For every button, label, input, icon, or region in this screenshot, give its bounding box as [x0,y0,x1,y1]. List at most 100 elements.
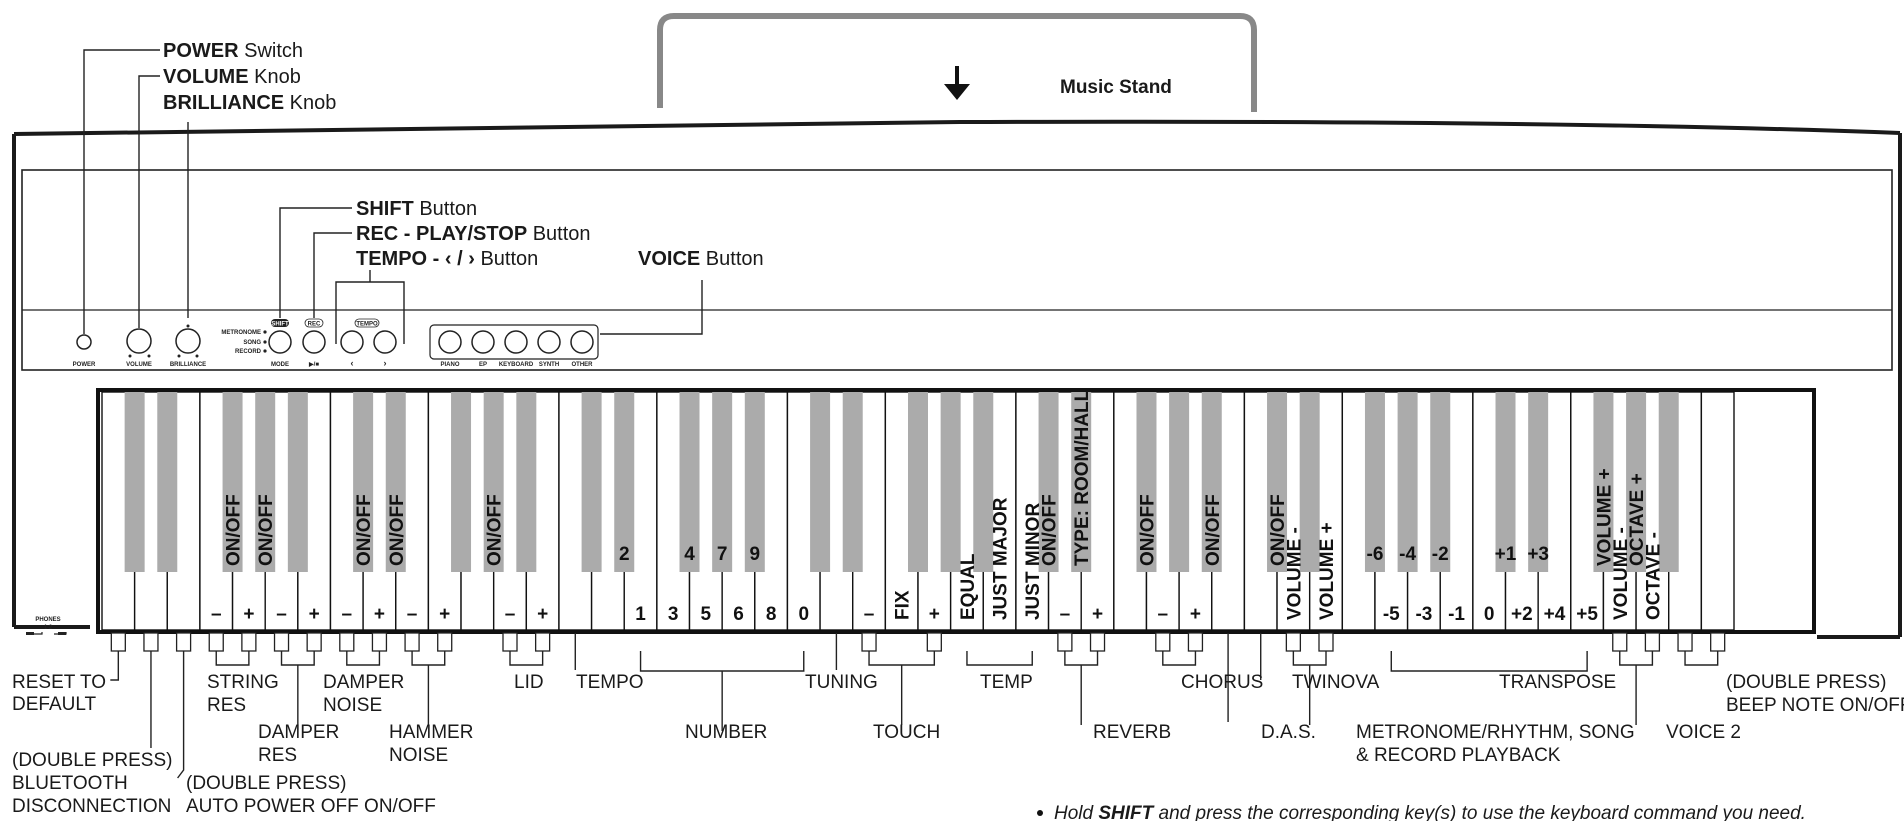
power-switch-icon[interactable] [76,334,92,350]
volume-knob-icon[interactable] [126,328,152,354]
white-key-label: 3 [668,604,679,625]
black-key[interactable] [157,392,178,572]
black-key[interactable] [1201,392,1222,572]
mode-label: MODE [271,362,289,368]
black-key[interactable] [940,392,961,572]
black-key[interactable] [679,392,700,572]
reverb-label: REVERB [1093,722,1171,743]
shift-badge: SHIFT [271,322,289,328]
black-key[interactable] [581,392,602,572]
voice-button-label: VOICE Button [638,248,764,270]
white-key-label: + [439,604,450,625]
black-key[interactable] [1364,392,1385,572]
white-key-label: – [1060,604,1071,625]
tempo-key-label: TEMPO [576,672,644,693]
damper-res-label: DAMPER RES [258,722,345,766]
voice-synth-button[interactable] [537,330,561,354]
black-key[interactable] [1169,392,1190,572]
play-stop-label: ▶/■ [308,361,319,368]
white-key-label: – [1158,604,1169,625]
voice-ep-button[interactable] [471,330,495,354]
black-key[interactable] [1071,392,1092,572]
music-stand-outline [657,13,1257,112]
black-key-label: 9 [750,544,761,565]
white-key-label: + [929,604,940,625]
transpose-label: TRANSPOSE [1499,672,1616,693]
brilliance-knob-icon[interactable] [175,328,201,354]
black-key[interactable] [1658,392,1679,572]
black-key[interactable] [124,392,145,572]
black-key[interactable] [451,392,472,572]
black-key-label: -4 [1399,544,1416,565]
black-key-label: 4 [684,544,695,565]
piano-top-edge [13,119,1901,136]
tempo-down-label: ‹ [351,358,354,368]
black-key[interactable] [1626,392,1647,572]
black-key-label: 7 [717,544,728,565]
white-key-label: -5 [1383,604,1400,625]
black-key-label: ON/OFF [1268,494,1289,566]
white-key-label: +5 [1576,604,1598,625]
control-panel [21,169,1893,371]
black-key[interactable] [1136,392,1157,572]
voice-other-label: OTHER [572,362,594,368]
black-key[interactable] [973,392,994,572]
white-key-label: EQUAL [958,553,979,620]
black-key[interactable] [222,392,243,572]
bullet-icon [1037,810,1043,816]
black-key[interactable] [1495,392,1516,572]
beep-note-label: (DOUBLE PRESS) BEEP NOTE ON/OFF [1726,672,1904,716]
black-key[interactable] [516,392,537,572]
voice-other-button[interactable] [570,330,594,354]
white-key-label: 5 [701,604,712,625]
black-key[interactable] [614,392,635,572]
black-key[interactable] [1593,392,1614,572]
voice-keyboard-button[interactable] [504,330,528,354]
black-key[interactable] [908,392,928,572]
black-key[interactable] [385,392,406,572]
black-key[interactable] [255,392,276,572]
black-key[interactable] [1038,392,1059,572]
tempo-down-button[interactable] [340,330,364,354]
black-key-label: ON/OFF [1137,494,1158,566]
black-key[interactable] [287,392,308,572]
white-key-label: – [211,604,222,625]
black-key[interactable] [1430,392,1451,572]
black-key-label: -6 [1367,544,1384,565]
song-indicator-label: SONG [243,340,261,346]
black-key[interactable] [810,392,831,572]
temp-label: TEMP [980,672,1033,693]
metronome-indicator-label: METRONOME [221,330,261,336]
black-key[interactable] [1267,392,1288,572]
phones-jack-2-icon [58,632,66,635]
black-key[interactable] [1528,392,1549,572]
black-key[interactable] [483,392,504,572]
panel-power-label: POWER [73,362,96,368]
record-indicator-label: RECORD [235,349,262,355]
black-key[interactable] [744,392,765,572]
music-stand-label: Music Stand [1060,77,1172,98]
black-key[interactable] [842,392,863,572]
rec-play-stop-button[interactable] [302,330,326,354]
shift-button-label: SHIFT Button [356,198,477,220]
white-key-label: + [537,604,548,625]
voice-ep-label: EP [479,362,487,368]
tempo-up-button[interactable] [373,330,397,354]
white-key-label: 0 [1484,604,1495,625]
white-key-label: -1 [1448,604,1465,625]
black-key[interactable] [353,392,374,572]
das-label: D.A.S. [1261,722,1316,743]
black-key[interactable] [712,392,733,572]
voice-synth-label: SYNTH [539,362,559,368]
black-key-label: -2 [1432,544,1449,565]
white-key-label: + [1092,604,1103,625]
black-key[interactable] [1299,392,1320,572]
black-key[interactable] [1397,392,1418,572]
chorus-label: CHORUS [1181,672,1263,693]
voice-piano-button[interactable] [438,330,462,354]
black-key-label: TYPE: ROOM/HALL [1072,389,1093,566]
shift-mode-button[interactable] [268,330,292,354]
auto-power-off-label: (DOUBLE PRESS) AUTO POWER OFF ON/OFF [186,773,436,817]
white-key[interactable] [1700,391,1735,631]
